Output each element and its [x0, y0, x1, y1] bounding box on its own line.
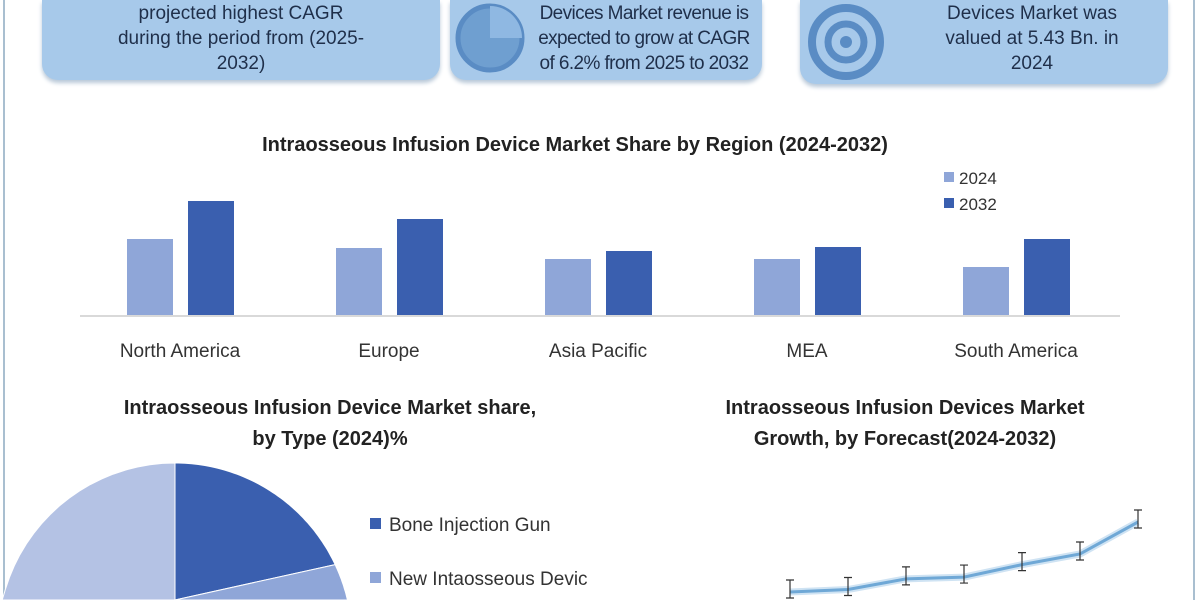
- pie-legend-label: Bone Injection Gun: [389, 515, 551, 536]
- pie-slice: [174, 462, 336, 600]
- pie-legend-swatch: [370, 518, 381, 529]
- bar-2032: [397, 219, 443, 315]
- bar-2032: [188, 201, 234, 315]
- card-line: of 6.2% from 2025 to 2032: [539, 53, 750, 74]
- error-bar: [1076, 541, 1084, 561]
- error-bar: [1018, 552, 1026, 572]
- card-line: valued at 5.43 Bn. in: [945, 28, 1119, 49]
- category-label: MEA: [786, 341, 828, 362]
- pie-slice: [174, 564, 352, 600]
- bar-2024: [336, 248, 382, 315]
- card-line: projected highest CAGR: [138, 3, 344, 24]
- bar-chart-title: Intraosseous Infusion Device Market Shar…: [262, 134, 888, 156]
- target-icon: [808, 4, 884, 80]
- pie-chart-title: Intraosseous Infusion Device Market shar…: [123, 397, 537, 450]
- bar-2032: [1024, 239, 1070, 315]
- legend-swatch: [944, 172, 954, 182]
- bar-2024: [754, 259, 800, 315]
- card-line: Devices Market revenue is: [539, 3, 749, 24]
- bar-2032: [815, 247, 861, 315]
- legend-label: 2032: [959, 195, 997, 214]
- infographic-frame: [3, 0, 1195, 600]
- error-bar: [844, 576, 852, 597]
- card-line: 2024: [1010, 53, 1054, 74]
- pie-legend-swatch: [370, 572, 381, 583]
- pie-slice: [0, 462, 336, 600]
- legend-label: 2024: [959, 169, 997, 188]
- card-line: Devices Market was: [947, 3, 1117, 24]
- bar-2024: [963, 267, 1009, 315]
- pie-chart-icon: [455, 3, 525, 73]
- bar-2032: [606, 251, 652, 315]
- bar-2024: [127, 239, 173, 315]
- category-label: Europe: [358, 341, 419, 362]
- card-line: during the period from (2025-: [117, 28, 365, 49]
- category-label: North America: [120, 341, 241, 362]
- stat-card-cagr-region: projected highest CAGR during the period…: [42, 0, 440, 80]
- line-chart-title: Intraosseous Infusion Devices Market Grow…: [725, 397, 1085, 450]
- category-label: South America: [954, 341, 1078, 362]
- pie-legend-label: New Intaosseous Devic: [389, 569, 588, 590]
- error-bar: [960, 564, 968, 584]
- card-line: 2032): [216, 53, 266, 74]
- error-bar: [902, 566, 910, 586]
- legend-swatch: [944, 198, 954, 208]
- category-label: Asia Pacific: [549, 341, 647, 362]
- error-bar: [1134, 509, 1142, 529]
- bar-2024: [545, 259, 591, 315]
- error-bar: [786, 579, 794, 599]
- card-line: expected to grow at CAGR: [538, 28, 750, 49]
- stat-card-valuation: Devices Market was valued at 5.43 Bn. in…: [800, 0, 1168, 84]
- stat-card-cagr: Devices Market revenue is expected to gr…: [450, 0, 762, 80]
